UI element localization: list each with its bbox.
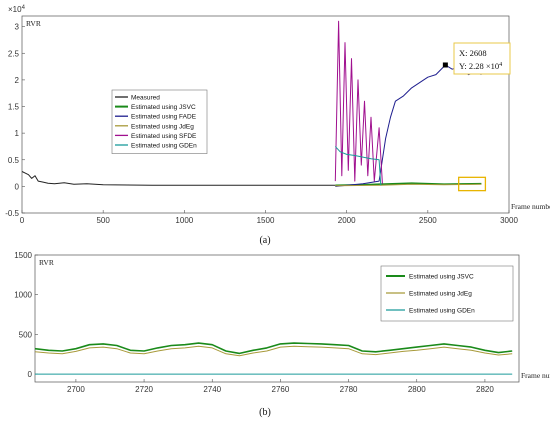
x-tick-label: 2800	[408, 385, 426, 394]
legend-a: Measured Estimated using JSVC Estimated us…	[111, 89, 208, 154]
y-tick-label: 0.5	[8, 156, 20, 165]
panel-caption-b: (b)	[259, 407, 271, 418]
y-exponent: ×104	[8, 5, 26, 14]
x-axis-label: Frame number	[511, 202, 550, 211]
legend-entry: Estimated using JdEg	[409, 291, 472, 298]
datatip-box	[453, 42, 511, 75]
x-tick-label: 500	[96, 216, 110, 225]
x-tick-label: 2700	[67, 385, 85, 394]
panel-caption-a: (a)	[259, 235, 270, 246]
y-tick-label: 3	[15, 23, 20, 32]
x-tick-label: 1500	[257, 216, 275, 225]
x-tick-label: 2740	[203, 385, 221, 394]
x-tick-label: 0	[20, 216, 25, 225]
x-tick-label: 1000	[175, 216, 193, 225]
y-tick-label: 1.5	[8, 103, 20, 112]
series-line-1	[34, 345, 513, 357]
x-tick-label: 2000	[338, 216, 356, 225]
series-line-1	[335, 182, 482, 187]
zoom-highlight-box	[458, 176, 487, 192]
series-line-3	[335, 183, 482, 187]
legend-entry: Estimated using GDEn	[131, 143, 197, 150]
y-tick-label: 2.5	[8, 49, 20, 58]
datatip-x: X: 2608	[459, 48, 487, 58]
y-tick-label: 2	[15, 76, 20, 85]
y-tick-label: -0.5	[5, 209, 19, 218]
series-line-4	[334, 20, 383, 184]
datatip-marker	[442, 62, 448, 68]
x-tick-label: 2720	[135, 385, 153, 394]
x-axis-label: Frame number	[521, 371, 550, 380]
y-tick-label: 1000	[14, 291, 32, 300]
legend-box	[111, 89, 208, 154]
panel-a: -0.500.511.522.530 500 1000 1500 2000 2500 300…	[5, 5, 550, 225]
panel-b: 0 500 1000 1500 2700 2720 2740 2760 2780 2800 2820…	[14, 251, 550, 394]
x-tick-label: 3000	[500, 216, 518, 225]
y-tick-label: 1	[15, 129, 20, 138]
x-tick-label: 2500	[419, 216, 437, 225]
series-line-2	[335, 64, 482, 187]
legend-entry: Estimated using JdEg	[131, 123, 194, 130]
y-axis-label: RVR	[26, 19, 41, 28]
datatip-y: Y: 2.28 ×104	[459, 61, 502, 71]
legend-entry: Measured	[131, 95, 160, 102]
y-tick-label: 500	[19, 330, 33, 339]
legend-entry: Estimated using JSVC	[131, 104, 196, 111]
y-axis-label: RVR	[39, 258, 54, 267]
y-exponent-power: 4	[22, 5, 26, 11]
legend-entry: Estimated using SFDE	[131, 133, 197, 140]
legend-entry: Estimated using JSVC	[409, 274, 474, 281]
x-tick-label: 2820	[476, 385, 494, 394]
datatip-y-power: 4	[499, 62, 502, 68]
x-tick-label: 2760	[272, 385, 290, 394]
legend-entry: Estimated using GDEn	[409, 308, 475, 315]
series-line-5	[334, 146, 382, 186]
y-tick-label: 1500	[14, 251, 32, 260]
series-line-0	[34, 342, 513, 355]
plot-frame	[34, 254, 520, 383]
y-tick-label: 0	[15, 182, 20, 191]
legend-b: Estimated using JSVC Estimated using JdEg…	[380, 265, 514, 322]
x-tick-label: 2780	[340, 385, 358, 394]
legend-entry: Estimated using FADE	[131, 114, 197, 121]
series-line-0	[21, 171, 336, 186]
y-tick-label: 0	[28, 370, 33, 379]
